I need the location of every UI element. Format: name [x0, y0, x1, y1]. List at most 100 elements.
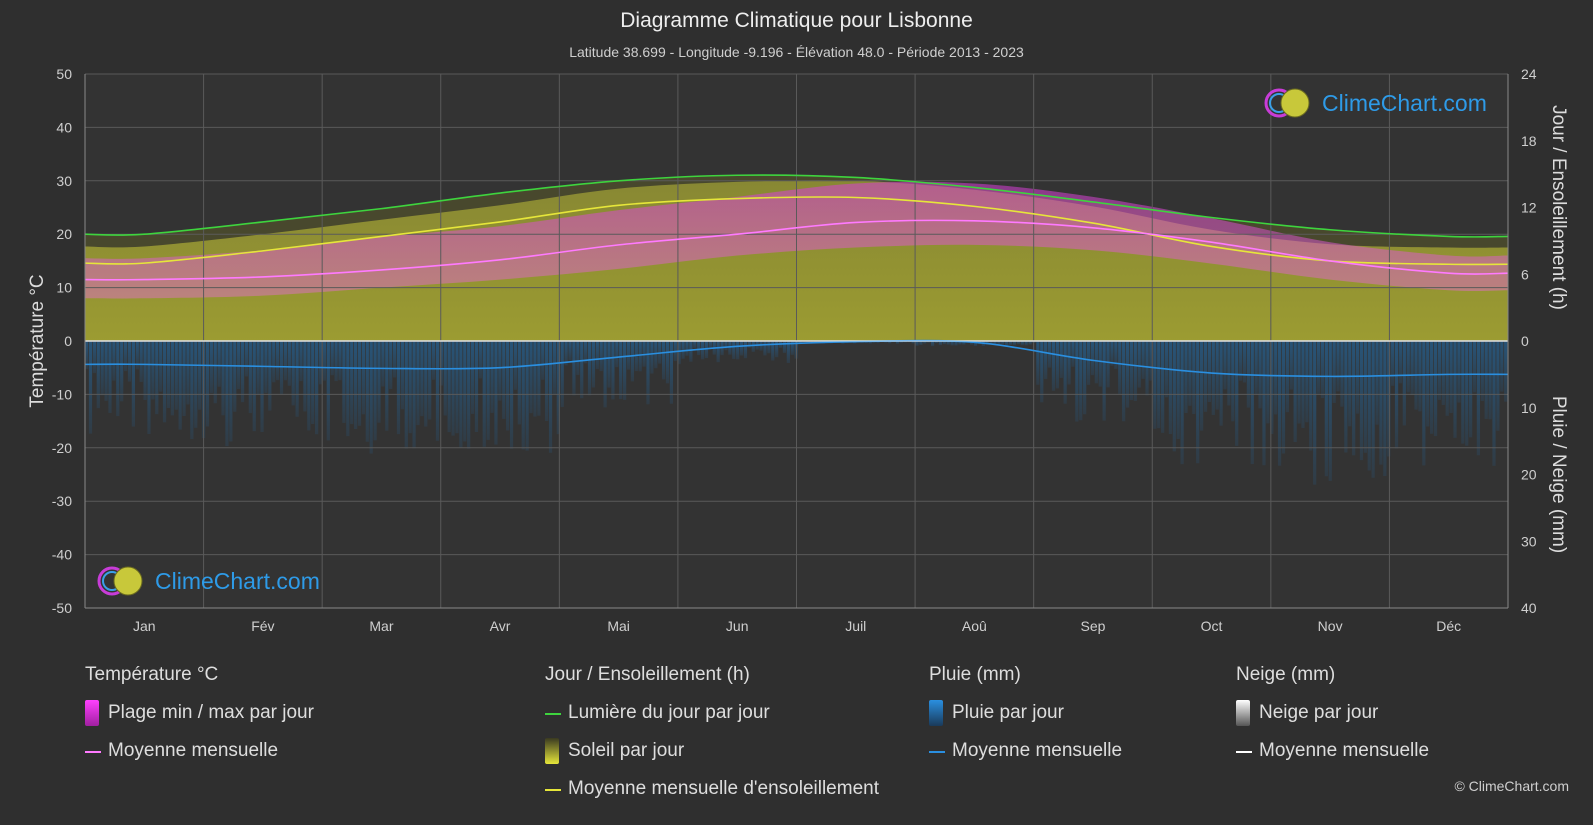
rain-bar [790, 341, 794, 355]
y-right-mm-tick-label: 10 [1521, 400, 1537, 416]
legend-label: Moyenne mensuelle [108, 740, 279, 761]
rain-bar [1437, 341, 1442, 400]
rain-bar [1250, 341, 1254, 465]
rain-bar [1445, 341, 1449, 416]
rain-bar [942, 341, 946, 345]
rain-bar [782, 341, 787, 353]
temp-avg-line [84, 219, 1509, 281]
rain-bar [1328, 341, 1332, 481]
legend-rain: Pluie (mm) Pluie par jour Moyenne mensue… [929, 664, 1122, 778]
rain-bar [217, 341, 221, 387]
rain-bar [646, 341, 650, 405]
rain-bar [474, 341, 479, 432]
rain-bar [669, 341, 673, 404]
rain-bar [408, 341, 412, 434]
climechart-logo-icon [1264, 88, 1310, 118]
legend-rain-title: Pluie (mm) [929, 664, 1021, 685]
rain-bar [1172, 341, 1176, 452]
brand-logo-bottom[interactable]: ClimeChart.com [95, 564, 320, 598]
y-right-top-axis-title: Jour / Ensoleillement (h) [1548, 105, 1569, 310]
rain-bar [677, 341, 681, 365]
y-left-tick-label: -10 [52, 386, 72, 402]
rain-bar [1398, 341, 1403, 384]
rain-bar [373, 341, 377, 441]
rain-swatch [929, 700, 943, 726]
rain-bar [611, 341, 615, 400]
rain-bar [1402, 341, 1406, 426]
rain-bar [1137, 341, 1141, 388]
rain-bar [381, 341, 385, 387]
rain-bar [139, 341, 143, 382]
rain-bar [502, 341, 506, 419]
rain-bar [993, 341, 997, 346]
rain-bar [334, 341, 338, 382]
rain-bar [572, 341, 576, 396]
rain-bar [1168, 341, 1173, 435]
sunshine-avg-line [84, 196, 1509, 266]
rain-bar [182, 341, 186, 416]
rain-bar [1008, 341, 1013, 345]
rain-bar [147, 341, 151, 434]
rain-bar [174, 341, 178, 410]
rain-bar [1430, 341, 1434, 434]
rain-bar [1266, 341, 1270, 424]
rain-bar [240, 341, 245, 403]
rain-bar [443, 341, 447, 416]
rain-bar [938, 341, 942, 346]
brand-logo-top[interactable]: ClimeChart.com [1262, 86, 1487, 120]
rain-bar [283, 341, 288, 381]
x-tick-label: Mar [369, 618, 393, 634]
rain-bar [159, 341, 163, 392]
y-right-hours-tick-label: 12 [1521, 200, 1537, 216]
rain-bar [1200, 341, 1204, 431]
rain-bar [724, 341, 728, 351]
legend-sun-title: Jour / Ensoleillement (h) [545, 664, 750, 685]
rain-bar [595, 341, 599, 370]
rain-bar [950, 341, 954, 346]
rain-bar [470, 341, 475, 414]
rain-bar [525, 341, 529, 451]
rain-bar [716, 341, 720, 363]
rain-bar [104, 341, 108, 401]
rain-bar [1067, 341, 1071, 385]
rain-bar [1336, 341, 1340, 392]
x-tick-label: Oct [1201, 618, 1223, 634]
rain-bar [1122, 341, 1126, 422]
rain-bar [767, 341, 771, 354]
rain-bar [576, 341, 580, 375]
rain-bar [1149, 341, 1153, 381]
rain-bar [1500, 341, 1504, 392]
rain-bar [985, 341, 989, 345]
rain-bar [244, 341, 249, 377]
rain-bar [693, 341, 697, 349]
y-left-tick-label: 20 [56, 226, 72, 242]
rain-bar [1075, 341, 1079, 422]
rain-bar [665, 341, 670, 384]
rain-bar [186, 341, 190, 405]
rain-bar [736, 341, 740, 360]
rain-bar [1001, 341, 1005, 345]
rain-bar [252, 341, 256, 432]
rain-bar [751, 341, 755, 352]
temp-range-swatch [85, 700, 99, 726]
rain-bar [1293, 341, 1297, 443]
rain-bar [315, 341, 319, 435]
rain-bar [365, 341, 369, 442]
rain-bar [420, 341, 424, 417]
rain-bar [100, 341, 104, 396]
y-right-mm-tick-label: 20 [1521, 467, 1537, 483]
legend-item-sunshine: Soleil par jour [545, 738, 879, 778]
rain-bar [1211, 341, 1215, 415]
rain-bar [350, 341, 354, 425]
y-left-tick-label: -20 [52, 440, 72, 456]
rain-bar [1371, 341, 1375, 478]
y-left-tick-label: 50 [56, 66, 72, 82]
rain-bar [1344, 341, 1348, 453]
rain-bar [131, 341, 135, 427]
rain-bar [1020, 341, 1024, 346]
rain-bar [303, 341, 307, 412]
rain-bar [1079, 341, 1083, 421]
rain-bar [428, 341, 432, 420]
rain-bar [490, 341, 494, 413]
y-left-tick-label: 30 [56, 173, 72, 189]
